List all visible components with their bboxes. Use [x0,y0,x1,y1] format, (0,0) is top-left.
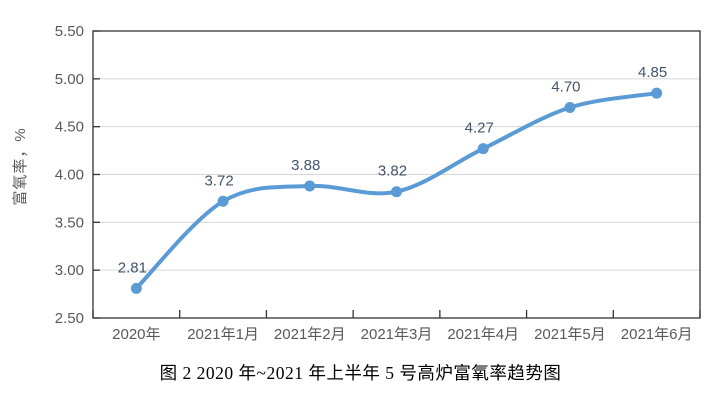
y-tick-label: 4.00 [55,167,84,184]
data-point-label: 2.81 [118,259,147,276]
data-point-marker [217,195,229,207]
data-point-label: 4.85 [638,64,667,81]
data-point-label: 3.88 [291,157,320,174]
x-category-label: 2021年1月 [187,326,259,343]
x-category-label: 2021年6月 [621,326,693,343]
y-tick-label: 4.50 [55,119,84,136]
data-point-marker [304,180,316,192]
x-category-label: 2021年5月 [534,326,606,343]
data-point-label: 4.27 [465,120,494,137]
y-tick-label: 2.50 [55,310,84,327]
data-point-label: 3.82 [378,163,407,180]
x-category-label: 2021年2月 [274,326,346,343]
data-point-marker [477,143,489,155]
x-category-label: 2021年4月 [447,326,519,343]
y-axis-title: 富氧率，% [11,127,29,205]
x-category-label: 2020年 [112,326,160,343]
y-tick-label: 3.00 [55,262,84,279]
data-point-marker [391,186,402,198]
y-tick-label: 5.50 [55,23,84,40]
figure-caption: 图 2 2020 年~2021 年上半年 5 号高炉富氧率趋势图 [159,363,562,383]
y-tick-label: 3.50 [55,214,84,231]
x-category-label: 2021年3月 [361,326,433,343]
data-point-marker [651,87,663,99]
data-point-label: 3.72 [204,172,233,189]
chart-canvas: 2.50 3.00 3.50 4.00 4.50 5.00 5.50 2020年 2021年1月… [11,23,701,343]
oxygen-enrichment-trend-chart: 2.50 3.00 3.50 4.00 4.50 5.00 5.50 2020年 2021年1月… [11,23,701,343]
y-tick-label: 5.00 [55,71,84,88]
data-point-label: 4.70 [551,79,580,96]
data-point-marker [130,282,142,294]
data-point-marker [564,102,576,114]
